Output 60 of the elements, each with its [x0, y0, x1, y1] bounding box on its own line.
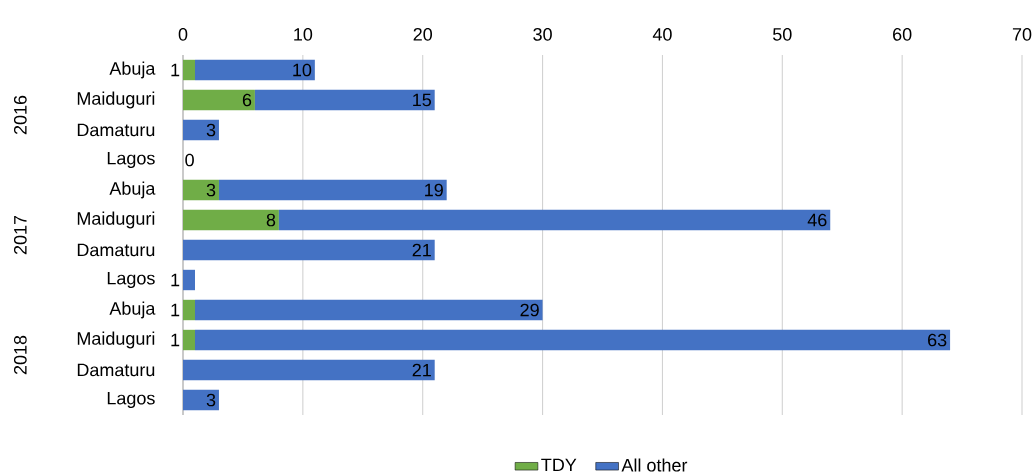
- data-label: 3: [206, 393, 216, 407]
- data-label: 8: [266, 213, 276, 227]
- y-tick-label: Lagos: [107, 151, 155, 169]
- data-label: 10: [293, 63, 312, 77]
- bar: [183, 329, 195, 351]
- x-tick-label: 40: [652, 27, 672, 41]
- x-tick-label: 10: [294, 27, 313, 41]
- y-tick-label: Lagos: [107, 271, 155, 289]
- data-label: 19: [425, 183, 443, 197]
- text: 2018: [13, 335, 27, 375]
- data-label: 63: [928, 333, 947, 347]
- y-tick-label: Maiduguri: [77, 211, 155, 229]
- bar: [183, 209, 279, 231]
- data-label: 1: [171, 333, 180, 347]
- bar: [218, 179, 447, 201]
- data-label: 21: [412, 243, 431, 257]
- x-tick-label: 70: [1012, 27, 1032, 41]
- bar: [194, 299, 543, 321]
- bar: [183, 359, 435, 381]
- y-tick-label: Lagos: [107, 391, 155, 409]
- bar: [194, 59, 315, 81]
- y-tick-label: Damaturu: [77, 243, 155, 257]
- data-label: 1: [171, 273, 180, 287]
- bar: [183, 389, 219, 411]
- y-tick-label: Damaturu: [77, 363, 155, 377]
- bar: [183, 299, 195, 321]
- text: 2016: [13, 95, 27, 135]
- data-label: 46: [807, 213, 827, 227]
- bar: [183, 239, 435, 261]
- bar: [183, 269, 195, 291]
- data-label: 0: [185, 153, 194, 167]
- data-label: 3: [206, 123, 216, 137]
- x-tick-label: 20: [413, 27, 433, 41]
- bar: [183, 119, 219, 141]
- x-tick-label: 60: [893, 27, 912, 41]
- x-tick-label: 50: [772, 27, 792, 41]
- y-tick-label: Abuja: [109, 61, 156, 79]
- data-label: 6: [242, 93, 252, 107]
- bar: [278, 209, 831, 231]
- text: 2017: [13, 215, 27, 255]
- data-label: 3: [206, 183, 216, 197]
- y-tick-label: Abuja: [109, 301, 156, 319]
- data-label: 1: [171, 303, 180, 317]
- y-tick-label: Abuja: [109, 181, 156, 199]
- bar: [194, 329, 951, 351]
- y-tick-label: Damaturu: [77, 123, 155, 137]
- y-tick-label: Maiduguri: [77, 331, 155, 349]
- x-tick-label: 30: [533, 27, 552, 41]
- bar: [183, 89, 255, 111]
- y-tick-label: Maiduguri: [77, 91, 155, 109]
- bar: [183, 59, 195, 81]
- legend-label: All other: [621, 458, 688, 472]
- x-tick-label: 0: [178, 27, 188, 41]
- bar: [254, 89, 435, 111]
- data-label: 15: [413, 93, 432, 107]
- legend-label: TDY: [541, 458, 577, 472]
- data-label: 29: [520, 303, 539, 317]
- data-label: 21: [412, 363, 431, 377]
- data-label: 1: [171, 63, 180, 77]
- bar: [183, 179, 219, 201]
